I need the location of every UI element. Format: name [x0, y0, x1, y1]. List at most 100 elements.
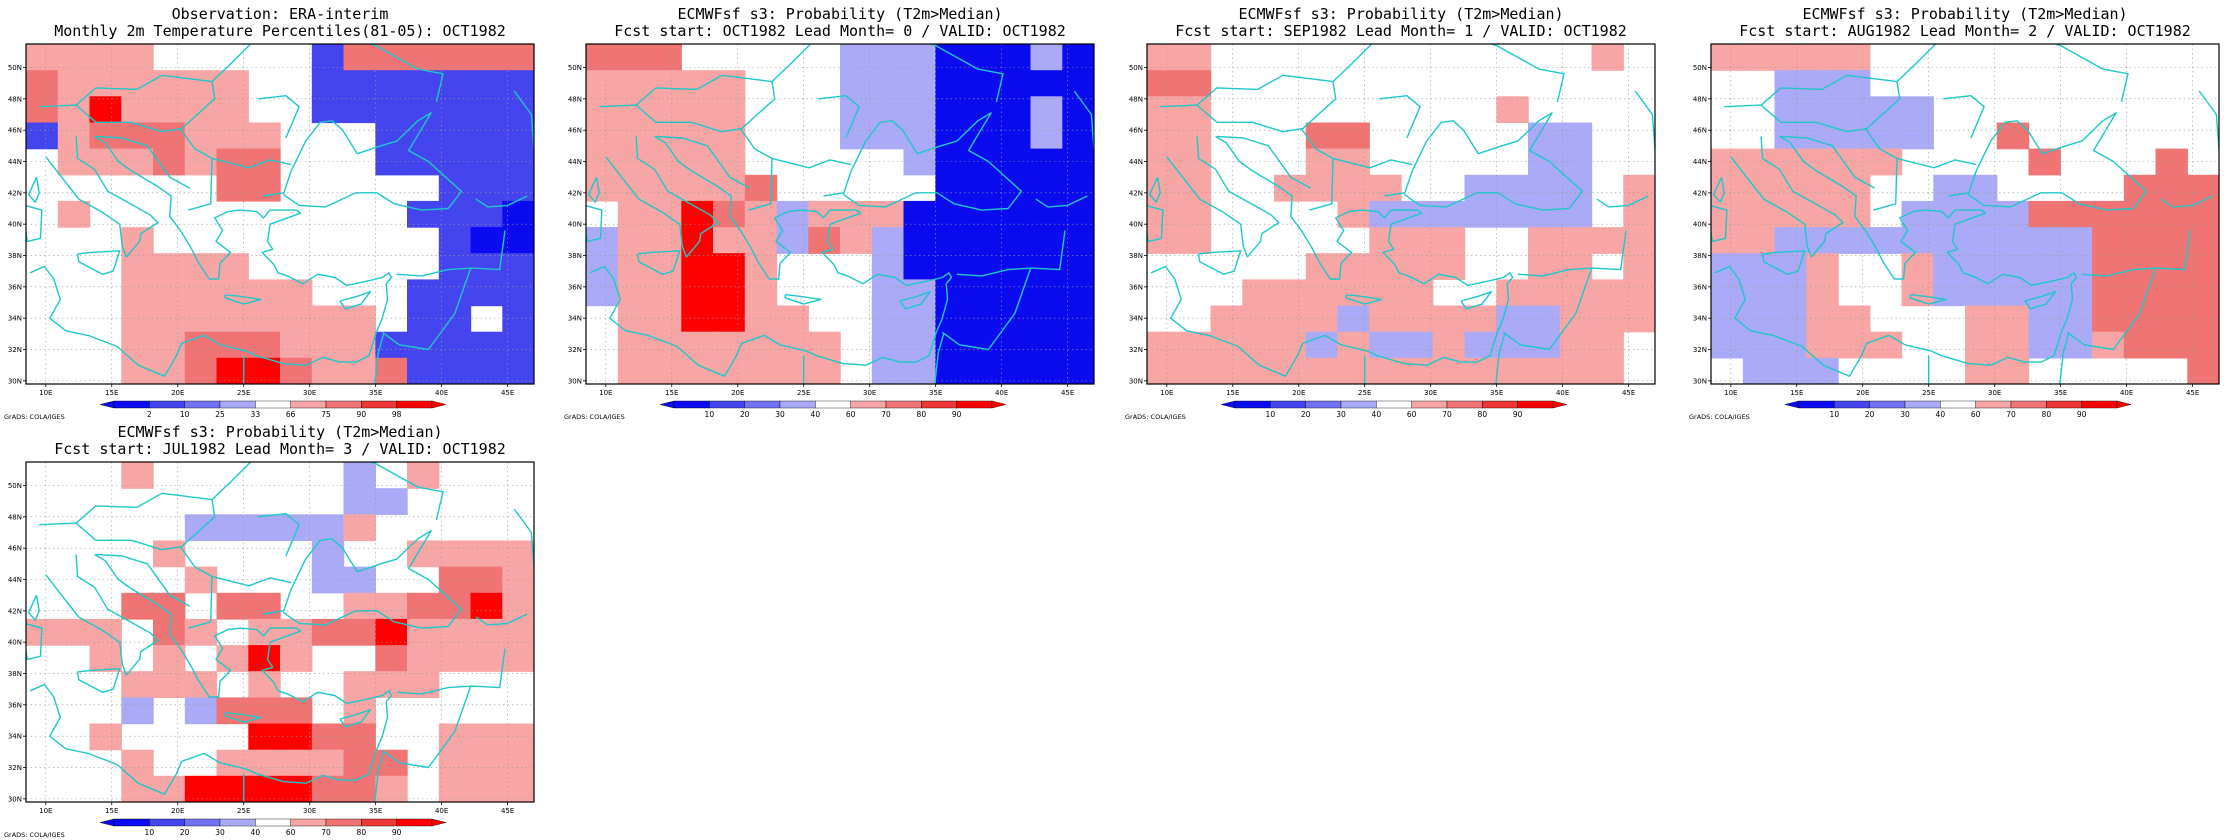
coastline	[1943, 95, 1985, 139]
grid-cell	[1147, 331, 1180, 359]
grid-cell	[903, 279, 936, 307]
panel-title: ECMWFsf s3: Probability (T2m>Median)	[677, 5, 1002, 23]
coastline	[1873, 158, 1898, 211]
grid-cell	[2092, 200, 2125, 228]
colorbar-label: 40	[1936, 410, 1946, 419]
grid-cell	[57, 148, 91, 176]
coastline	[1160, 104, 1218, 123]
grid-cell	[935, 200, 968, 228]
lat-tick-label: 30N	[568, 377, 582, 385]
grid-cell	[1242, 279, 1275, 307]
grid-cell	[1838, 331, 1871, 359]
grid-cell	[649, 357, 682, 384]
coastline	[739, 128, 852, 169]
grid-cell	[438, 540, 472, 568]
grid-cell	[121, 331, 154, 359]
coastline	[1916, 44, 2004, 64]
grid-cell	[1806, 357, 1839, 384]
lon-tick-label: 20E	[1856, 389, 1869, 397]
coastline	[635, 87, 697, 106]
coastline	[1093, 149, 1094, 153]
grid-cell	[967, 227, 1000, 254]
coastline	[29, 265, 389, 377]
grid-cell	[438, 279, 472, 307]
grid-cell	[649, 305, 682, 333]
grid-cell	[2060, 253, 2093, 280]
lon-tick-label: 40E	[995, 389, 1008, 397]
coastline	[1352, 44, 1440, 64]
grid-cell	[1178, 70, 1212, 97]
coastline	[76, 668, 121, 693]
coastline	[94, 135, 393, 286]
colorbar-label: 30	[215, 828, 225, 837]
lat-tick-label: 30N	[1129, 377, 1143, 385]
coastline	[1300, 128, 1413, 169]
coastlines	[26, 462, 534, 802]
coastline	[263, 610, 284, 615]
grid-cell	[649, 44, 682, 71]
grid-cell	[681, 148, 714, 176]
grid-cell	[586, 70, 619, 97]
colorbar-segment	[396, 400, 433, 409]
panel-title: ECMWFsf s3: Probability (T2m>Median)	[117, 423, 442, 441]
grid-cell	[1030, 357, 1063, 384]
panel-title: Observation: ERA-interim	[172, 5, 389, 23]
lon-tick-label: 35E	[369, 807, 382, 815]
grid-cell	[1528, 357, 1561, 384]
grid-cell	[681, 331, 714, 359]
lat-tick-label: 38N	[8, 252, 22, 260]
grid-cell	[1030, 200, 1063, 228]
grid-cell	[502, 331, 534, 359]
grid-cell	[1062, 122, 1094, 150]
colorbar-segment	[1869, 400, 1906, 409]
coastline	[179, 128, 292, 169]
lat-tick-label: 46N	[8, 127, 22, 135]
grid-cell	[1774, 70, 1807, 97]
coastline	[179, 546, 292, 587]
grid-cell	[184, 618, 218, 646]
coastline	[75, 136, 159, 258]
grid-cell	[438, 357, 472, 384]
grid-cell	[57, 96, 91, 124]
grid-cell	[713, 253, 746, 280]
coastline	[95, 135, 190, 189]
coastline	[475, 613, 528, 626]
colorbar-segment	[2046, 400, 2082, 409]
colorbar-segment	[325, 818, 362, 827]
grid-cell	[903, 331, 936, 359]
grid-cell	[1305, 122, 1339, 150]
grid-cell	[407, 645, 440, 672]
coastline	[367, 462, 444, 521]
colorbar-label: 40	[251, 828, 261, 837]
grid-cell	[617, 148, 651, 176]
grid-cell	[1774, 357, 1807, 384]
grid-cell	[935, 174, 968, 202]
coastline	[589, 265, 949, 377]
grid-cell	[1559, 227, 1593, 254]
grid-cell	[153, 540, 186, 568]
grid-cell	[649, 122, 682, 150]
grid-cell	[871, 96, 905, 124]
lon-tick-label: 35E	[369, 389, 382, 397]
grid-cell	[1559, 200, 1593, 228]
lat-tick-label: 34N	[1129, 315, 1143, 323]
colorbar-segment	[184, 818, 221, 827]
grid-cell	[1838, 148, 1871, 176]
colorbar	[1784, 400, 2132, 409]
coastline	[136, 480, 233, 509]
coastline	[1148, 176, 1161, 203]
grid-cell	[311, 749, 345, 777]
coastline	[1035, 195, 1088, 208]
grid-cell	[153, 279, 186, 307]
lon-tick-label: 10E	[39, 389, 52, 397]
grid-cell	[1178, 122, 1212, 150]
grid-cell	[1369, 200, 1402, 228]
lat-tick-label: 32N	[8, 764, 22, 772]
colorbar-label: 60	[1971, 410, 1981, 419]
grid-cell	[1432, 227, 1466, 254]
colorbar-label: 90	[357, 410, 367, 419]
grid-cell	[280, 749, 313, 777]
coastline	[367, 44, 444, 103]
colorbar-segment	[956, 400, 993, 409]
lat-tick-label: 36N	[568, 283, 582, 291]
